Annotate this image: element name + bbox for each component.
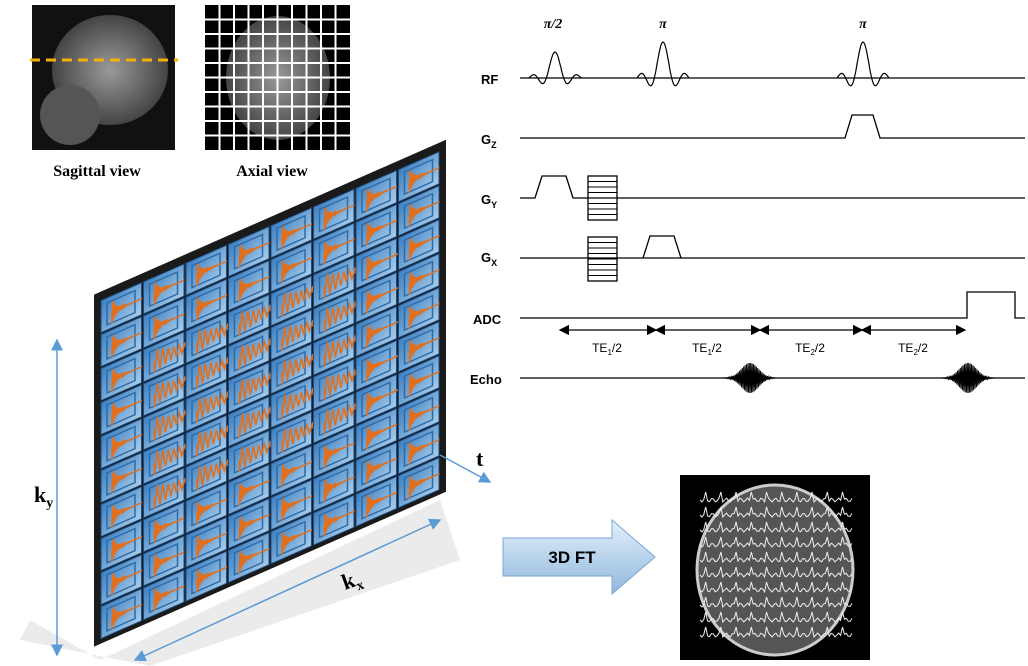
diagram: Sagittal view Axial view ky kx t π/2 π π… [0,0,1028,666]
interval-label: TE2/2 [898,341,928,357]
interval-label: TE1/2 [692,341,722,357]
ky-label: ky [34,482,53,511]
rf-pulse-label: π [659,17,667,32]
ft-arrow: 3D FT [503,520,655,594]
row-label: RF [481,72,498,87]
echo [940,363,996,393]
sagittal-label: Sagittal view [53,163,141,180]
rf-pulse [529,52,581,84]
kspace-block [20,140,460,666]
row-label: GX [481,250,497,268]
result-image [680,475,870,660]
echo [722,363,778,393]
rf-pulse [637,42,689,86]
row-label: GZ [481,132,497,150]
row-label: Echo [470,372,502,387]
rf-pulse-label: π/2 [544,17,563,32]
axial-label: Axial view [236,163,308,180]
sagittal-image [30,5,178,150]
rf-pulse [837,42,889,86]
row-label: ADC [473,312,502,327]
interval-label: TE1/2 [592,341,622,357]
row-label: GY [481,192,497,210]
interval-label: TE2/2 [795,341,825,357]
axial-image [205,5,350,150]
pulse-sequence: π/2 π π RF GZ GY GX ADC Echo TE1/2 TE1/2… [470,17,1025,393]
ft-label: 3D FT [548,548,596,567]
rf-pulse-label: π [859,17,867,32]
t-label: t [476,446,484,471]
